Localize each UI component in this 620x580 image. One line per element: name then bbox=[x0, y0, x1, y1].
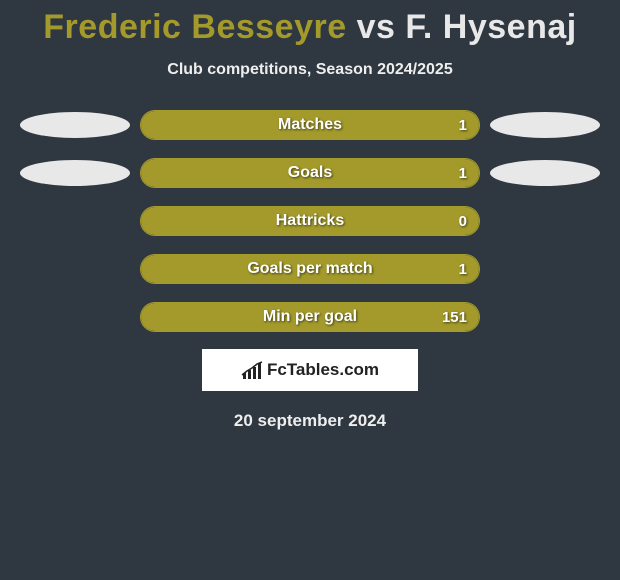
right-ellipse bbox=[490, 160, 600, 186]
stat-row: Goals1 bbox=[0, 157, 620, 189]
stat-value: 1 bbox=[459, 111, 467, 139]
stat-label: Min per goal bbox=[141, 303, 479, 331]
logo-text: FcTables.com bbox=[267, 360, 379, 380]
left-ellipse bbox=[20, 112, 130, 138]
stat-label: Goals per match bbox=[141, 255, 479, 283]
comparison-title: Frederic Besseyre vs F. Hysenaj bbox=[0, 0, 620, 47]
date-text: 20 september 2024 bbox=[0, 411, 620, 431]
stat-bar: Min per goal151 bbox=[140, 302, 480, 332]
stat-row: Matches1 bbox=[0, 109, 620, 141]
stat-row: Hattricks0 bbox=[0, 205, 620, 237]
stat-bar: Matches1 bbox=[140, 110, 480, 140]
stat-value: 151 bbox=[442, 303, 467, 331]
stat-label: Hattricks bbox=[141, 207, 479, 235]
stat-value: 1 bbox=[459, 255, 467, 283]
player1-name: Frederic Besseyre bbox=[43, 8, 346, 46]
left-ellipse bbox=[20, 160, 130, 186]
player2-name: F. Hysenaj bbox=[405, 8, 576, 46]
right-ellipse bbox=[490, 112, 600, 138]
subtitle: Club competitions, Season 2024/2025 bbox=[0, 61, 620, 79]
stat-row: Goals per match1 bbox=[0, 253, 620, 285]
stat-bar: Goals per match1 bbox=[140, 254, 480, 284]
stat-label: Matches bbox=[141, 111, 479, 139]
stats-chart: Matches1Goals1Hattricks0Goals per match1… bbox=[0, 109, 620, 333]
stat-bar: Hattricks0 bbox=[140, 206, 480, 236]
stat-row: Min per goal151 bbox=[0, 301, 620, 333]
logo-chart-icon bbox=[241, 361, 263, 379]
stat-value: 1 bbox=[459, 159, 467, 187]
vs-text: vs bbox=[357, 8, 396, 46]
stat-bar: Goals1 bbox=[140, 158, 480, 188]
fctables-logo: FcTables.com bbox=[202, 349, 418, 391]
stat-label: Goals bbox=[141, 159, 479, 187]
stat-value: 0 bbox=[459, 207, 467, 235]
